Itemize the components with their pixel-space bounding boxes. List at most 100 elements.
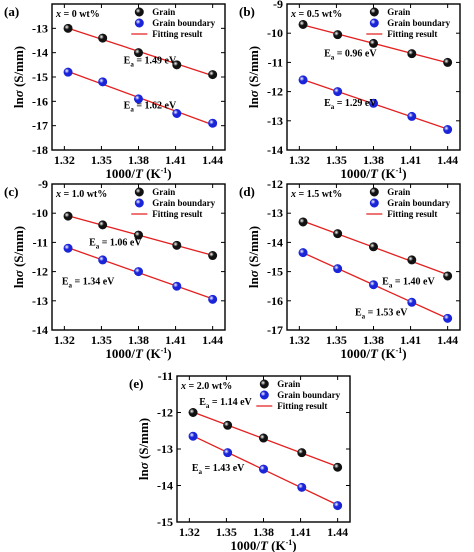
composition-label: x = 1.5 wt% <box>290 189 342 200</box>
legend-entry-label: Grain boundary <box>152 198 215 208</box>
x-axis-label: 1000/T (K-1) <box>105 346 171 361</box>
x-tick-label: 1.32 <box>54 333 75 347</box>
activation-energy-label: Ea = 1.62 eV <box>124 101 177 114</box>
grain-point <box>297 448 307 458</box>
grain-point <box>172 60 182 70</box>
legend-entry-label: Grain <box>277 379 300 389</box>
legend-grain-marker <box>134 7 144 17</box>
panel-label: (e) <box>129 376 143 391</box>
activation-energy-label: Ea = 1.06 eV <box>89 237 142 250</box>
x-tick-label: 1.32 <box>289 153 310 167</box>
activation-energy-label: Ea = 0.96 eV <box>324 49 377 62</box>
grain-boundary-point <box>333 501 343 511</box>
x-tick-label: 1.38 <box>363 333 384 347</box>
grain-boundary-point <box>333 87 343 97</box>
panel-label: (a) <box>4 4 19 19</box>
x-tick-label: 1.32 <box>54 153 75 167</box>
legend-entry-label: Grain boundary <box>387 198 450 208</box>
chart-panel-4: 1.32 1.35 1.38 1.41 1.44 -12 -13 -14 -15 -16 -17 10… <box>239 177 461 361</box>
grain-boundary-point <box>188 431 198 441</box>
composition-label: x = 0.5 wt% <box>290 9 342 20</box>
grain-point <box>172 240 182 250</box>
activation-energy-label: Ea = 1.40 eV <box>382 277 435 290</box>
grain-boundary-point <box>298 248 308 258</box>
x-tick-label: 1.44 <box>202 333 223 347</box>
grain-boundary-point <box>407 297 417 307</box>
y-tick-label: -13 <box>32 294 48 308</box>
x-tick-label: 1.35 <box>91 153 112 167</box>
y-tick-label: -14 <box>157 479 173 493</box>
x-axis-label: 1000/T (K-1) <box>105 166 171 181</box>
activation-energy-label: Ea = 1.29 eV <box>324 98 377 111</box>
legend-entry-label: Grain boundary <box>387 18 450 28</box>
y-tick-label: -12 <box>267 177 283 191</box>
y-tick-label: -16 <box>267 294 283 308</box>
grain-boundary-point <box>297 482 307 492</box>
legend-entry-label: Grain <box>152 187 175 197</box>
y-tick-label: -12 <box>157 406 173 420</box>
grain-point <box>98 33 108 43</box>
y-tick-label: -16 <box>32 94 48 108</box>
legend-grain-marker <box>369 187 379 197</box>
legend-grain-boundary-marker <box>134 198 144 208</box>
y-axis-label: lnσ (S/mm) <box>11 46 26 108</box>
legend-entry-label: Fitting result <box>152 209 202 219</box>
y-tick-label: -17 <box>267 323 283 337</box>
x-tick-label: 1.38 <box>128 333 149 347</box>
y-tick-label: -10 <box>267 26 283 40</box>
grain-boundary-point <box>134 94 144 104</box>
panel-label: (b) <box>239 4 255 19</box>
chart-panel-3: 1.32 1.35 1.38 1.41 1.44 -9 -10 -11 -12 -13 -14 100… <box>4 177 226 361</box>
x-tick-label: 1.35 <box>91 333 112 347</box>
grain-boundary-point <box>98 77 108 87</box>
y-tick-label: -15 <box>32 70 48 84</box>
grain-point <box>134 48 144 58</box>
grain-boundary-point <box>443 313 453 323</box>
y-tick-label: -13 <box>32 21 48 35</box>
grain-point <box>407 255 417 265</box>
y-axis-label: lnσ (S/mm) <box>246 226 261 288</box>
grain-point <box>443 271 453 281</box>
grain-point <box>443 57 453 67</box>
activation-energy-label: Ea = 1.34 eV <box>62 277 115 290</box>
grain-point <box>407 49 417 59</box>
grain-point <box>134 230 144 240</box>
legend-grain-marker <box>134 187 144 197</box>
legend-entry-label: Grain boundary <box>277 390 340 400</box>
grain-boundary-point <box>172 281 182 291</box>
x-tick-label: 1.32 <box>289 333 310 347</box>
chart-panel-5: 1.32 1.35 1.38 1.41 1.44 -11 -12 -13 -14 -15 1000/… <box>129 369 351 552</box>
y-tick-label: -17 <box>32 119 48 133</box>
y-tick-label: -10 <box>32 206 48 220</box>
grain-point <box>63 23 73 33</box>
activation-energy-label: Ea = 1.53 eV <box>355 307 408 320</box>
composition-label: x = 2.0 wt% <box>180 381 232 392</box>
y-tick-label: -12 <box>267 85 283 99</box>
grain-point <box>333 229 343 239</box>
y-axis-label: lnσ (S/mm) <box>246 46 261 108</box>
legend-grain-boundary-marker <box>369 18 379 28</box>
y-tick-label: -15 <box>157 515 173 529</box>
x-tick-label: 1.38 <box>253 525 274 539</box>
y-tick-label: -11 <box>268 55 283 69</box>
y-tick-label: -13 <box>267 114 283 128</box>
grain-point <box>258 433 268 443</box>
x-tick-label: 1.35 <box>326 333 347 347</box>
grain-point <box>298 217 308 227</box>
x-tick-label: 1.41 <box>400 153 421 167</box>
activation-energy-label: Ea = 1.43 eV <box>192 463 245 476</box>
y-tick-label: -11 <box>33 235 48 249</box>
y-tick-label: -12 <box>32 265 48 279</box>
x-tick-label: 1.35 <box>326 153 347 167</box>
composition-label: x = 1.0 wt% <box>55 189 107 200</box>
grain-boundary-point <box>368 98 378 108</box>
grain-boundary-point <box>63 243 73 253</box>
x-axis-label: 1000/T (K-1) <box>230 538 296 552</box>
grain-point <box>98 220 108 230</box>
legend-entry-label: Fitting result <box>387 209 437 219</box>
